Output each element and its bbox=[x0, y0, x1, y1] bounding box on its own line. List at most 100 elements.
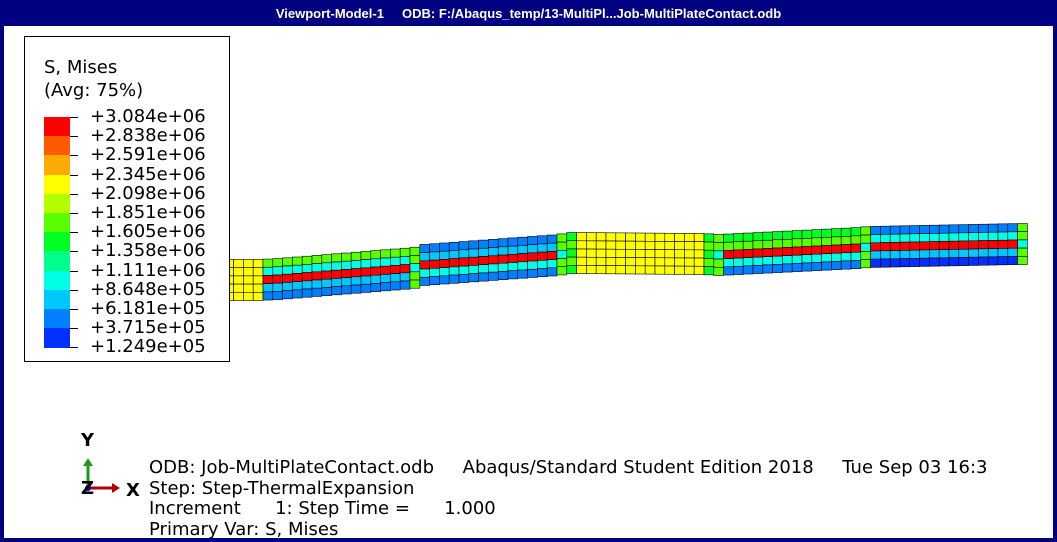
mesh-element bbox=[811, 229, 822, 239]
mesh-element bbox=[831, 261, 842, 270]
mesh-element bbox=[713, 258, 724, 268]
mesh-element bbox=[419, 252, 430, 262]
mesh-element bbox=[429, 268, 440, 277]
mesh-element bbox=[595, 265, 607, 275]
mesh-element bbox=[772, 247, 783, 257]
mesh-element bbox=[664, 257, 675, 267]
mesh-element bbox=[880, 250, 891, 260]
mesh-element bbox=[635, 249, 646, 258]
mesh-element bbox=[429, 259, 440, 269]
mesh-element bbox=[840, 236, 852, 245]
mesh-element bbox=[684, 241, 695, 251]
mesh-element bbox=[968, 232, 979, 242]
mesh-element bbox=[615, 248, 626, 258]
mesh-element bbox=[782, 247, 793, 256]
mesh-element bbox=[752, 256, 764, 266]
legend-tick-label: +6.181e+05 bbox=[90, 298, 206, 319]
mesh-element bbox=[801, 229, 813, 239]
mesh-element bbox=[321, 254, 332, 264]
mesh-element bbox=[791, 263, 803, 272]
mesh-element bbox=[576, 240, 587, 250]
mesh-element bbox=[762, 231, 773, 241]
mesh-element bbox=[292, 281, 303, 291]
mesh-element bbox=[468, 240, 479, 250]
mesh-element bbox=[1017, 239, 1028, 249]
mesh-element bbox=[1017, 247, 1028, 257]
mesh-element bbox=[605, 257, 617, 266]
mesh-element bbox=[595, 257, 607, 266]
mesh-element bbox=[664, 265, 675, 275]
mesh-element bbox=[419, 244, 430, 253]
mesh-element bbox=[292, 273, 303, 282]
mesh-element bbox=[987, 240, 999, 249]
mesh-element bbox=[243, 275, 254, 285]
legend-tick-label: +2.098e+06 bbox=[90, 182, 206, 204]
mesh-element bbox=[850, 227, 862, 237]
mesh-element bbox=[948, 257, 960, 267]
mesh-element bbox=[909, 258, 920, 267]
mesh-element bbox=[978, 248, 989, 258]
mesh-element bbox=[409, 263, 421, 273]
mesh-element bbox=[1017, 231, 1028, 241]
mesh-element bbox=[478, 256, 489, 265]
mesh-element bbox=[233, 291, 244, 301]
mesh-element bbox=[350, 251, 362, 261]
mesh-element bbox=[762, 248, 773, 257]
mesh-element bbox=[1017, 223, 1028, 232]
mesh-element bbox=[399, 264, 411, 274]
mesh-element bbox=[595, 232, 607, 242]
mesh-element bbox=[350, 260, 362, 269]
mesh-element bbox=[537, 243, 548, 253]
mesh-element bbox=[556, 233, 568, 243]
mesh-element bbox=[576, 265, 587, 274]
mesh-element bbox=[801, 254, 813, 264]
mesh-element bbox=[782, 263, 793, 273]
mesh-element bbox=[791, 230, 803, 240]
mesh-element bbox=[507, 262, 519, 272]
mesh-element bbox=[301, 272, 313, 282]
mesh-element bbox=[654, 257, 666, 267]
mesh-element bbox=[909, 241, 920, 251]
viewport-canvas[interactable]: S, Mises (Avg: 75%) +3.084e+06 +2.838e+06… bbox=[4, 26, 1053, 538]
mesh-element bbox=[850, 243, 862, 253]
info-odb-line: ODB: Job-MultiPlateContact.odb Abaqus/St… bbox=[149, 457, 988, 478]
mesh-element bbox=[811, 237, 822, 247]
mesh-element bbox=[978, 240, 989, 250]
mesh-element bbox=[811, 262, 822, 271]
mesh-element bbox=[880, 225, 891, 235]
mesh-element bbox=[233, 283, 244, 293]
mesh-element bbox=[723, 241, 734, 251]
mesh-element bbox=[909, 233, 920, 243]
mesh-element bbox=[821, 261, 832, 271]
mesh-element bbox=[576, 232, 587, 242]
mesh-element bbox=[517, 236, 528, 246]
mesh-element bbox=[488, 239, 499, 248]
deformed-mesh-plot bbox=[115, 223, 1028, 301]
info-step-line: Step: Step-ThermalExpansion bbox=[149, 478, 415, 499]
mesh-element bbox=[693, 233, 705, 242]
mesh-element bbox=[958, 232, 969, 242]
mesh-element bbox=[958, 248, 969, 258]
mesh-element bbox=[458, 274, 470, 283]
mesh-element bbox=[693, 265, 705, 275]
mesh-element bbox=[987, 223, 999, 233]
mesh-element bbox=[448, 241, 460, 251]
mesh-element bbox=[429, 251, 440, 261]
mesh-element bbox=[929, 233, 940, 242]
legend-swatch bbox=[44, 155, 70, 176]
mesh-element bbox=[654, 241, 666, 250]
mesh-element bbox=[713, 250, 724, 260]
mesh-element bbox=[870, 234, 881, 244]
mesh-element bbox=[733, 233, 744, 243]
mesh-element bbox=[507, 254, 519, 263]
mesh-element bbox=[566, 232, 577, 242]
mesh-element bbox=[370, 258, 381, 268]
mesh-element bbox=[282, 273, 293, 283]
mesh-element bbox=[448, 258, 460, 268]
mesh-element bbox=[341, 252, 352, 262]
mesh-element bbox=[468, 256, 479, 266]
mesh-element bbox=[831, 252, 842, 262]
mesh-element bbox=[889, 250, 901, 260]
mesh-element bbox=[831, 244, 842, 254]
mesh-element bbox=[448, 250, 460, 259]
